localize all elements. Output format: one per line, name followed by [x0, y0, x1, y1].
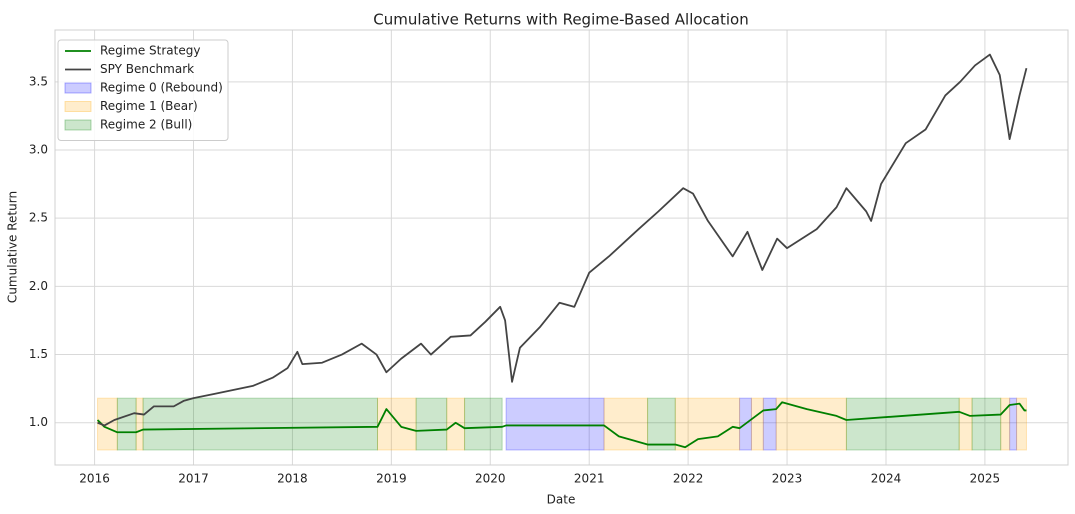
x-tick-label: 2024: [871, 472, 902, 486]
regime-span: [116, 397, 137, 451]
regime-span: [505, 397, 605, 451]
x-tick-label: 2016: [79, 472, 110, 486]
x-axis-label: Date: [547, 493, 576, 507]
legend-patch: [64, 82, 92, 94]
regime-span: [1009, 397, 1018, 451]
regime-span: [971, 397, 1002, 451]
y-tick-label: 3.5: [29, 74, 48, 88]
x-tick-label: 2019: [376, 472, 407, 486]
plot-frame: [54, 29, 1069, 466]
regime-span: [647, 397, 676, 451]
regime-span: [762, 397, 777, 451]
regime-span: [135, 397, 144, 451]
regime-span: [1000, 397, 1011, 451]
regime-span: [464, 397, 503, 451]
y-tick-label: 2.5: [29, 211, 48, 225]
legend-label: Regime 2 (Bull): [100, 118, 192, 132]
regime-span: [142, 397, 378, 451]
regime-span: [674, 397, 741, 451]
regime-span: [775, 397, 847, 451]
x-tick-label: 2022: [673, 472, 704, 486]
x-tick-label: 2023: [772, 472, 803, 486]
x-tick-label: 2017: [178, 472, 209, 486]
regime-span: [415, 397, 448, 451]
legend-patch: [64, 101, 92, 112]
regime-span: [750, 397, 764, 451]
y-tick-label: 1.0: [29, 415, 48, 429]
chart-title: Cumulative Returns with Regime-Based All…: [373, 11, 748, 29]
legend-label: Regime 0 (Rebound): [100, 81, 223, 95]
y-tick-label: 3.0: [29, 143, 48, 157]
y-axis-label: Cumulative Return: [6, 191, 20, 303]
x-tick-label: 2025: [970, 472, 1001, 486]
x-tick-label: 2021: [574, 472, 605, 486]
legend-box: [57, 39, 229, 141]
regime-span: [376, 397, 417, 451]
regime-span: [603, 397, 649, 451]
regime-span: [446, 397, 466, 451]
legend-patch: [64, 119, 92, 131]
regime-span: [1016, 397, 1027, 451]
x-tick-label: 2020: [475, 472, 506, 486]
legend-label: Regime 1 (Bear): [100, 99, 198, 113]
line-series: [96, 401, 1027, 449]
regime-span: [958, 397, 973, 451]
line-series: [97, 53, 1028, 427]
legend-label: SPY Benchmark: [100, 62, 194, 76]
x-tick-label: 2018: [277, 472, 308, 486]
y-tick-label: 1.5: [29, 347, 48, 361]
legend-label: Regime Strategy: [100, 44, 200, 58]
y-tick-label: 2.0: [29, 279, 48, 293]
regime-span: [845, 397, 960, 451]
